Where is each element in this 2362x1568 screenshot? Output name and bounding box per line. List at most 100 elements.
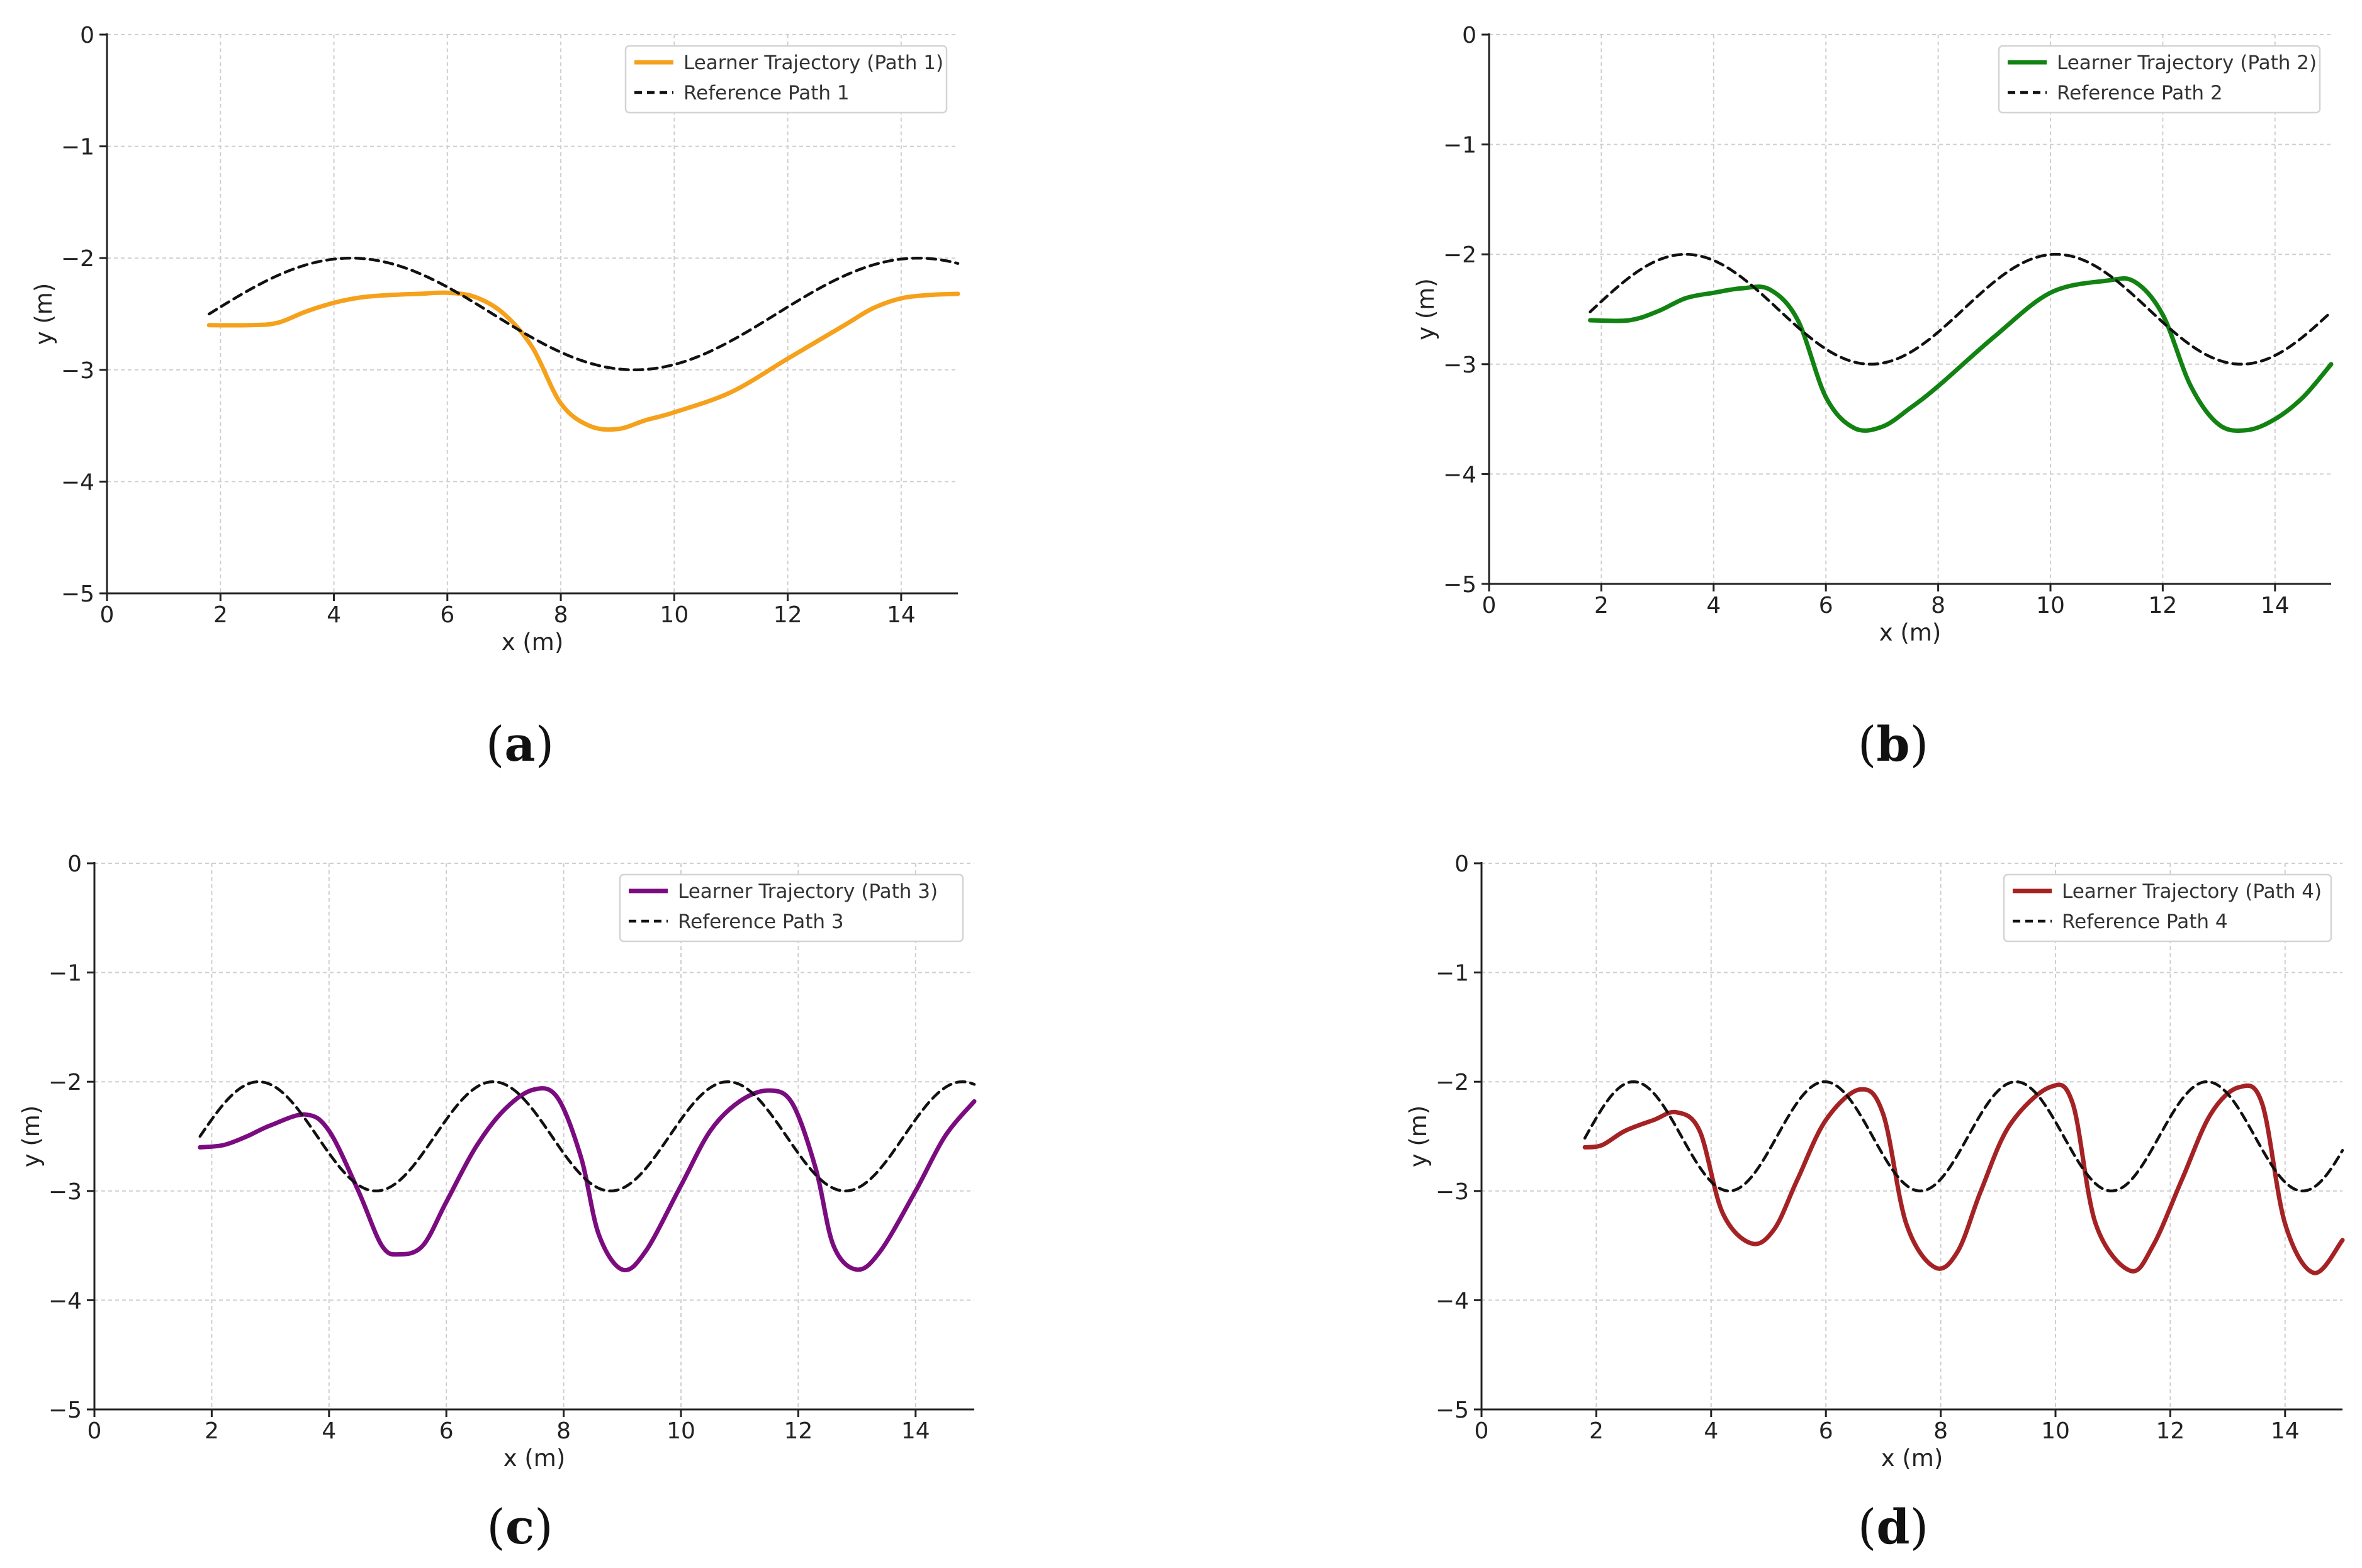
x-tick-label: 0 [100,602,115,628]
x-axis-label: x (m) [1879,619,1942,646]
learner-trajectory-line [206,290,960,432]
x-axis-label: x (m) [503,1445,566,1472]
chart-panel-1: 0 2 4 6 8 10 12 14 0 −1 −2 −3 −4 −5 x (m) y (m) Learner … [30,23,960,656]
x-tick-label: 14 [2271,1418,2300,1444]
x-tick-label: 4 [322,1418,336,1444]
chart-panel-2: 0 2 4 6 8 10 12 14 0 −1 −2 −3 −4 −5 x (m) y (m) Learner … [1412,23,2334,646]
grid [1489,34,2331,584]
y-tick-label: −1 [1443,133,1476,159]
y-tick-label: 0 [80,23,94,48]
grid [1482,863,2342,1409]
reference-path-line [207,256,960,372]
legend-box [2003,873,2332,943]
chart-panel-4: 0 2 4 6 8 10 12 14 0 −1 −2 −3 −4 −5 x (m) y (m) Learner … [1405,851,2345,1472]
legend-label: Reference Path 3 [678,910,844,933]
y-tick-label: −2 [61,246,94,272]
x-tick-label: 4 [1704,1418,1718,1444]
y-tick-label: −2 [1443,242,1476,268]
y-tick-label: −5 [1443,572,1476,598]
x-tick-label: 6 [1819,593,1833,619]
y-axis-label: y (m) [18,1106,45,1168]
y-tick-label: −3 [1436,1179,1469,1205]
x-tick-label: 4 [1706,593,1721,619]
grid [94,863,974,1409]
y-tick-label: 0 [1462,23,1476,48]
x-tick-label: 14 [2261,593,2290,619]
grid [107,34,958,593]
legend-box [619,873,964,943]
legend-label: Learner Trajectory (Path 1) [683,52,943,74]
x-tick-label: 2 [213,602,228,628]
y-tick-label: −4 [61,469,94,495]
panel-caption-b: (b) [1857,716,1929,772]
x-tick-label: 14 [887,602,916,628]
x-tick-label: 0 [87,1418,102,1444]
y-tick-label: −1 [48,961,82,987]
y-tick-label: −1 [1436,961,1469,987]
x-tick-label: 6 [439,1418,454,1444]
reference-path-line [198,1080,976,1193]
y-tick-label: −5 [61,581,94,607]
x-tick-label: 6 [1819,1418,1833,1444]
x-tick-label: 12 [2148,593,2177,619]
reference-path-line [1589,252,2333,366]
y-tick-label: −4 [1436,1288,1469,1314]
learner-trajectory-line [1582,1082,2345,1275]
legend-label: Reference Path 4 [2062,910,2228,933]
y-tick-label: −3 [61,358,94,384]
x-tick-label: 12 [773,602,802,628]
x-tick-label: 14 [901,1418,930,1444]
y-tick-label: −4 [1443,462,1476,488]
y-tick-label: 0 [1454,851,1469,877]
x-tick-label: 8 [1931,593,1945,619]
y-tick-label: −3 [48,1179,82,1205]
x-tick-label: 10 [2036,593,2065,619]
chart-panel-3: 0 2 4 6 8 10 12 14 0 −1 −2 −3 −4 −5 x (m) y (m) Learner … [18,851,977,1472]
y-axis-label: y (m) [1405,1106,1432,1168]
legend: Learner Trajectory (Path 2) Reference Pat… [1998,45,2321,114]
x-tick-label: 2 [1594,593,1609,619]
y-tick-label: −1 [61,135,94,160]
legend-label: Learner Trajectory (Path 2) [2057,52,2317,74]
panel-caption-c: (c) [486,1499,553,1555]
x-tick-label: 10 [666,1418,695,1444]
x-tick-label: 8 [1933,1418,1948,1444]
panel-caption-a: (a) [485,716,554,772]
y-axis-label: y (m) [30,283,57,345]
y-tick-label: −3 [1443,352,1476,378]
y-tick-label: −2 [48,1070,82,1095]
y-tick-label: −2 [1436,1070,1469,1095]
legend-label: Reference Path 2 [2057,82,2223,104]
x-tick-label: 8 [554,602,568,628]
legend-box [624,45,948,114]
legend: Learner Trajectory (Path 3) Reference Pat… [619,873,964,943]
x-tick-label: 10 [660,602,689,628]
x-tick-label: 12 [784,1418,813,1444]
x-axis-label: x (m) [502,629,564,656]
x-tick-label: 8 [556,1418,571,1444]
x-tick-label: 4 [327,602,341,628]
reference-path-line [1583,1080,2344,1193]
x-axis-label: x (m) [1881,1445,1943,1472]
learner-trajectory-line [198,1086,977,1273]
legend: Learner Trajectory (Path 1) Reference Pat… [624,45,948,114]
legend-label: Learner Trajectory (Path 4) [2062,880,2322,903]
y-axis-label: y (m) [1412,278,1439,340]
y-tick-label: −5 [48,1397,82,1423]
panel-caption-d: (d) [1857,1499,1929,1555]
x-tick-label: 12 [2156,1418,2185,1444]
x-tick-label: 0 [1475,1418,1489,1444]
x-tick-label: 2 [1589,1418,1604,1444]
x-tick-label: 0 [1482,593,1497,619]
legend-label: Reference Path 1 [683,82,850,104]
x-tick-label: 10 [2041,1418,2070,1444]
y-tick-label: −4 [48,1288,82,1314]
legend: Learner Trajectory (Path 4) Reference Pat… [2003,873,2332,943]
legend-box [1998,45,2321,114]
x-tick-label: 2 [205,1418,219,1444]
x-tick-label: 6 [440,602,454,628]
legend-label: Learner Trajectory (Path 3) [678,880,938,903]
y-tick-label: 0 [67,851,82,877]
learner-trajectory-line [1588,276,2334,434]
